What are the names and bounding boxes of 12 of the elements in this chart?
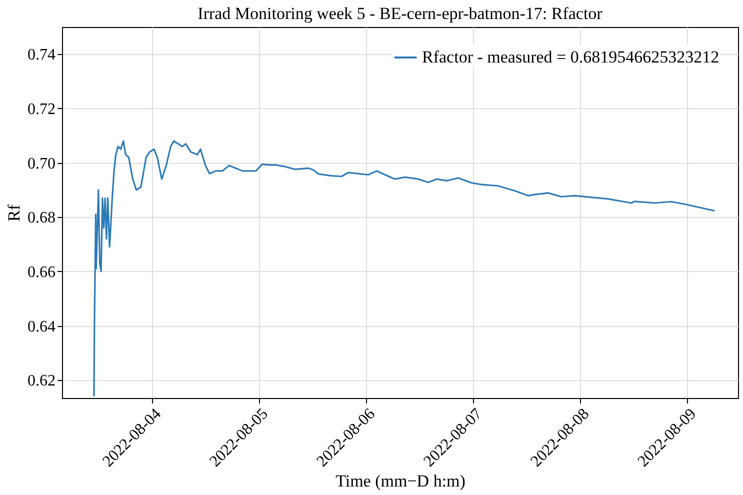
- y-tick-label: 0.64: [28, 318, 56, 336]
- y-axis-title: Rf: [4, 204, 24, 222]
- y-tick-label: 0.74: [28, 46, 56, 64]
- line-series: [93, 140, 716, 398]
- y-tick-label: 0.68: [28, 210, 56, 227]
- chart-title: Irrad Monitoring week 5 - BE-cern-epr-batmon-17: Rfactor: [198, 4, 603, 23]
- legend-label: Rfactor - measured = 0.6819546625323212: [422, 48, 720, 66]
- y-tick-label: 0.72: [28, 100, 56, 118]
- y-tick-label: 0.66: [28, 264, 56, 281]
- y-tick-label: 0.62: [28, 372, 56, 390]
- y-tick-label: 0.70: [28, 155, 56, 172]
- x-axis-title: Time (mm−D h:m): [336, 472, 466, 491]
